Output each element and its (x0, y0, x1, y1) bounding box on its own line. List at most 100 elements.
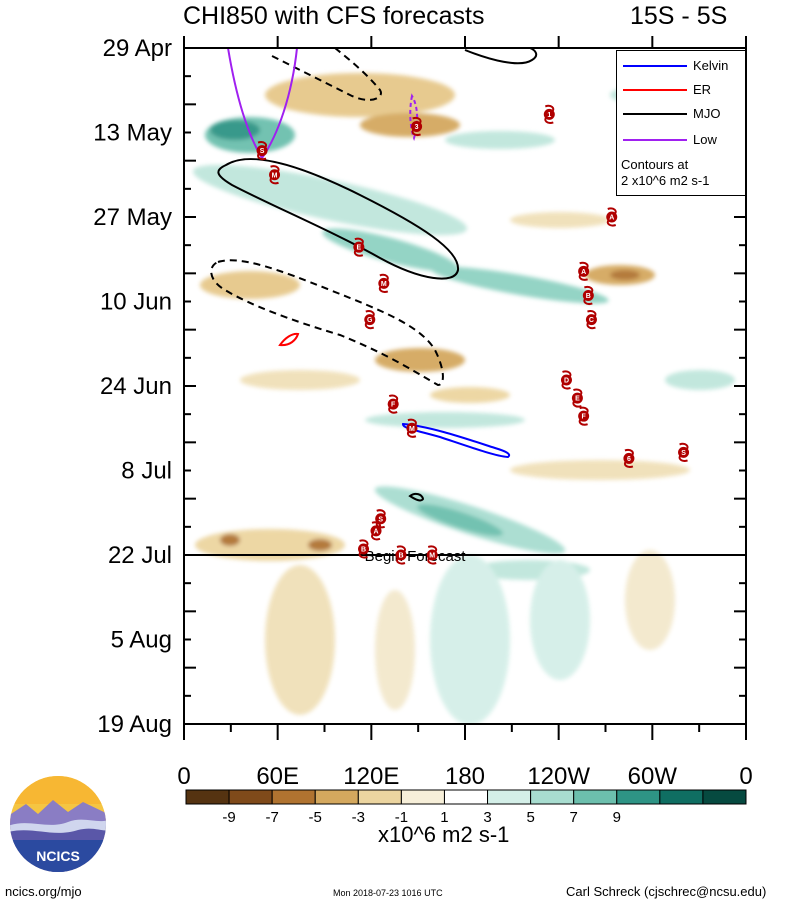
storm-label: E (575, 396, 580, 403)
legend-note-line2: 2 x10^6 m2 s-1 (621, 173, 710, 188)
colorbar-swatch (314, 789, 359, 805)
legend-swatch-mjo (623, 113, 687, 115)
storm-label: A (373, 528, 378, 535)
x-tick-label: 120E (343, 763, 399, 790)
storm-label: M (272, 172, 278, 179)
storm-marker: D (560, 370, 572, 390)
y-tick-label: 24 Jun (100, 373, 172, 400)
y-tick-label: 10 Jun (100, 289, 172, 316)
colorbar-swatch (400, 789, 445, 805)
y-tick-label: 22 Jul (108, 542, 172, 569)
colorbar-swatch (702, 789, 747, 805)
colorbar-swatch (443, 789, 489, 805)
storm-label: F (582, 414, 587, 421)
storm-marker: E (571, 388, 583, 408)
y-tick-label: 13 May (93, 120, 172, 147)
x-tick-label: 120W (527, 763, 590, 790)
colorbar-tick-label: -9 (222, 809, 235, 826)
storm-label: B (586, 293, 591, 300)
storm-label: F (391, 402, 396, 409)
storm-label: D (564, 377, 569, 384)
storm-label: S (681, 450, 686, 457)
storm-label: A (609, 215, 614, 222)
footer-timestamp: Mon 2018-07-23 1016 UTC (333, 888, 443, 898)
storm-label: S (378, 516, 383, 523)
legend-item-er: ER (621, 81, 743, 99)
colorbar-tick-label: 9 (613, 809, 621, 826)
storm-label: A (581, 269, 586, 276)
storm-marker: G (364, 310, 376, 330)
storm-label: G (367, 317, 373, 324)
y-tick-label: 5 Aug (111, 627, 172, 654)
legend-item-mjo: MJO (621, 105, 743, 123)
x-tick-label: 60E (256, 763, 299, 790)
storm-marker: S (678, 442, 690, 462)
storm-marker: B (358, 539, 370, 559)
storm-label: C (589, 317, 594, 324)
storm-marker: M (378, 273, 390, 293)
storm-label: B (361, 546, 366, 553)
storm-label: M (381, 281, 387, 288)
colorbar-tick-label: -1 (395, 809, 408, 826)
storm-marker: 1 (543, 104, 555, 124)
legend-label-low: Low (693, 132, 717, 147)
storm-marker: B (395, 545, 407, 565)
storm-marker: E (353, 237, 365, 257)
storm-marker: F (578, 406, 590, 426)
y-tick-label: 29 Apr (103, 35, 172, 62)
colorbar-tick-label: -3 (352, 809, 365, 826)
y-tick-label: 8 Jul (121, 458, 172, 485)
storm-marker: S (256, 141, 268, 161)
forecast-label: Begin Forecast (365, 548, 467, 565)
colorbar-swatch (185, 789, 230, 805)
legend-item-low: Low (621, 131, 743, 149)
storm-marker: M (426, 545, 438, 565)
colorbar-unit-label: x10^6 m2 s-1 (378, 822, 510, 847)
colorbar-tick-label: 3 (483, 809, 491, 826)
legend-item-kelvin: Kelvin (621, 57, 743, 75)
storm-marker: 3 (411, 116, 423, 136)
legend-label-kelvin: Kelvin (693, 58, 729, 73)
footer-author: Carl Schreck (cjschrec@ncsu.edu) (566, 884, 767, 899)
legend-swatch-er (623, 89, 687, 91)
legend-note-line1: Contours at (621, 157, 689, 172)
footer-url[interactable]: ncics.org/mjo (5, 884, 82, 899)
legend-label-mjo: MJO (693, 106, 721, 121)
colorbar-tick-label: 1 (440, 809, 448, 826)
storm-marker: A (578, 261, 590, 281)
storm-marker: 6 (623, 448, 635, 468)
storm-label: 1 (547, 112, 551, 119)
storm-marker: B (582, 285, 594, 305)
colorbar-swatch (487, 789, 532, 805)
ncics-logo: NCICS (10, 776, 106, 872)
storm-marker: A (370, 521, 382, 541)
legend-label-er: ER (693, 82, 712, 97)
colorbar-swatch (530, 789, 575, 805)
legend-swatch-kelvin (623, 65, 687, 67)
colorbar-tick-label: 5 (526, 809, 534, 826)
colorbar-tick-label: -7 (265, 809, 278, 826)
y-tick-label: 27 May (93, 204, 172, 231)
storm-marker: M (406, 418, 418, 438)
storm-marker: F (387, 394, 399, 414)
legend: Kelvin ER MJO Low Contours at 2 x10^6 m2… (616, 50, 746, 196)
legend-contour-note: Contours at 2 x10^6 m2 s-1 (621, 157, 709, 189)
storm-label: M (429, 553, 435, 560)
x-tick-label: 180 (445, 763, 485, 790)
x-tick-label: 0 (739, 763, 752, 790)
storm-marker: C (585, 310, 597, 330)
colorbar-swatch (659, 789, 704, 805)
logo-text: NCICS (36, 848, 80, 864)
colorbar-swatch (271, 789, 316, 805)
region-label: 15S - 5S (630, 2, 728, 30)
colorbar-tick-label: -5 (309, 809, 322, 826)
legend-swatch-low (623, 139, 687, 141)
colorbar-tick-label: 7 (570, 809, 578, 826)
storm-label: S (260, 148, 265, 155)
storm-label: M (409, 426, 415, 433)
colorbar-swatch (357, 789, 402, 805)
storm-marker: A (606, 207, 618, 227)
colorbar-swatch (573, 789, 618, 805)
storm-marker: M (269, 165, 281, 185)
